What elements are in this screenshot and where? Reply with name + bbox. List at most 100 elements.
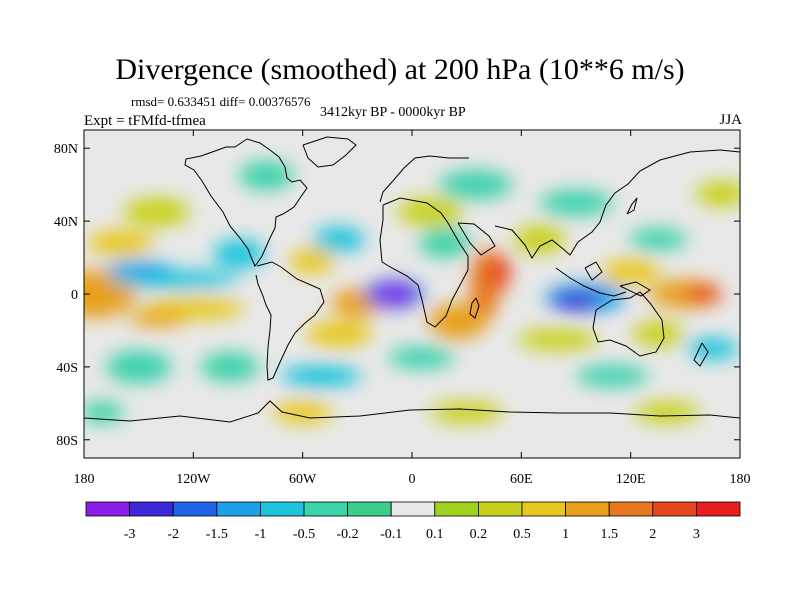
- colorbar-swatch: [477, 501, 523, 517]
- colorbar-swatch: [521, 501, 566, 517]
- field-patch-safrica-pos: [428, 303, 487, 340]
- colorbar-swatch: [652, 501, 697, 517]
- field-patch-gulf-neg: [213, 239, 265, 269]
- coast-north-america: [184, 138, 308, 267]
- coast-south-america: [255, 261, 325, 381]
- coast-antarctica: [84, 400, 740, 423]
- plot-title: Divergence (smoothed) at 200 hPa (10**6 …: [115, 53, 685, 86]
- field-patch-satl-pos2: [306, 321, 372, 347]
- lon-tick-label: 120E: [616, 472, 646, 487]
- coast-africa: [379, 197, 469, 328]
- coast-asia: [494, 149, 740, 259]
- field-patch-npac-pos: [87, 230, 154, 256]
- latitude-axis: 80N 40N 0 40S 80S: [54, 142, 740, 449]
- field-patch-io-neg-core: [552, 292, 600, 311]
- coast-arabia: [457, 222, 496, 256]
- colorbar-label: -0.5: [293, 527, 315, 542]
- field-patch-sao-neg: [388, 346, 454, 369]
- field-patch-pac-pos-core: [127, 312, 187, 327]
- field-patch-bering-pos: [696, 181, 740, 207]
- field-patch-spac-neg: [105, 350, 172, 384]
- colorbar-label: 1: [562, 527, 569, 542]
- coast-japan: [626, 197, 638, 215]
- colorbar-swatch: [390, 501, 436, 517]
- lat-tick-label: 40N: [54, 215, 78, 230]
- lon-tick-label: 180: [730, 472, 751, 487]
- colorbar-label: 0.1: [426, 527, 444, 542]
- field-patch-siberia-neg: [439, 170, 513, 200]
- colorbar-swatch: [347, 501, 392, 517]
- field-patch-europe-pos: [397, 197, 464, 227]
- colorbar: -3 -2 -1.5 -1 -0.5 -0.2 -0.1 0.1 0.2 0.5 1 1.5 2 3: [85, 501, 741, 542]
- colorbar-swatch: [696, 501, 741, 517]
- colorbar-swatch: [303, 501, 348, 517]
- colorbar-label: 0.5: [513, 527, 531, 542]
- field-patch-canada-neg: [238, 160, 294, 191]
- field-patch-atl-neg-core: [375, 284, 412, 304]
- lat-tick-label: 40S: [56, 361, 78, 376]
- colorbar-swatch: [565, 501, 610, 517]
- time-period-label: 3412kyr BP - 0000kyr BP: [320, 105, 466, 120]
- field-patch-satl-neg: [280, 365, 361, 387]
- field-patch-tasman-neg: [687, 337, 739, 360]
- colorbar-label: -0.2: [337, 527, 359, 542]
- lon-tick-label: 60E: [510, 472, 533, 487]
- field-patch-india-pos: [514, 224, 566, 254]
- lat-tick-label: 0: [71, 288, 78, 303]
- colorbar-label: -3: [124, 527, 136, 542]
- field-patch-atl-neg-mid: [313, 226, 365, 253]
- colorbar-swatch: [129, 501, 174, 517]
- colorbar-label: 2: [649, 527, 656, 542]
- field-patch-sio-pos: [517, 328, 598, 351]
- lat-tick-label: 80S: [56, 434, 78, 449]
- colorbar-swatch: [608, 501, 654, 517]
- colorbar-swatch: [172, 501, 218, 517]
- colorbar-label: 1.5: [600, 527, 618, 542]
- colorbar-swatch: [434, 501, 479, 517]
- contour-fill: [84, 160, 740, 424]
- lon-tick-label: 120W: [176, 472, 211, 487]
- field-patch-so-neg: [84, 401, 125, 424]
- field-patch-npac-mid: [124, 197, 190, 227]
- coast-madagascar: [469, 297, 480, 319]
- rmsd-diff-stats: rmsd= 0.633451 diff= 0.00376576: [131, 94, 311, 109]
- colorbar-swatch: [259, 501, 305, 517]
- colorbar-label: -2: [167, 527, 179, 542]
- field-patch-spac-neg2: [200, 352, 259, 382]
- coast-europe: [379, 155, 469, 203]
- season-label: JJA: [719, 112, 742, 128]
- divergence-field: [84, 160, 740, 424]
- experiment-label: Expt = tFMfd-tfmea: [84, 113, 206, 129]
- field-patch-pac-neg-core: [105, 261, 172, 276]
- coast-new-zealand: [693, 342, 709, 367]
- field-patch-japan-neg: [628, 228, 688, 251]
- field-patch-asia-neg: [539, 190, 613, 216]
- field-patch-wpac-core: [685, 284, 722, 304]
- coast-greenland: [302, 136, 357, 168]
- colorbar-swatch: [85, 501, 130, 517]
- coast-australia: [592, 291, 665, 357]
- lon-tick-label: 0: [409, 472, 416, 487]
- coastlines: [84, 136, 740, 423]
- field-patch-so-pos3: [634, 401, 700, 424]
- coast-indonesia: [555, 267, 627, 297]
- field-patch-wpac-pos-n: [601, 259, 660, 285]
- field-patch-aus-pos: [632, 321, 684, 347]
- lon-tick-label: 180: [74, 472, 95, 487]
- lon-tick-label: 60W: [289, 472, 317, 487]
- coast-new-guinea: [619, 281, 651, 297]
- field-patch-so-pos2: [430, 401, 504, 424]
- colorbar-label: -1.5: [206, 527, 228, 542]
- colorbar-label: 3: [693, 527, 700, 542]
- field-patch-atl-pos-n: [289, 248, 334, 274]
- longitude-axis: 180 120W 60W 0 60E 120E 180: [74, 130, 751, 487]
- colorbar-swatch: [216, 501, 261, 517]
- coast-borneo: [584, 261, 603, 281]
- colorbar-label: -1: [255, 527, 267, 542]
- lat-tick-label: 80N: [54, 142, 78, 157]
- field-patch-sio-neg: [576, 365, 649, 387]
- field-patch-eafrica-core: [488, 253, 511, 291]
- colorbar-label: 0.2: [470, 527, 488, 542]
- colorbar-label: -0.1: [380, 527, 402, 542]
